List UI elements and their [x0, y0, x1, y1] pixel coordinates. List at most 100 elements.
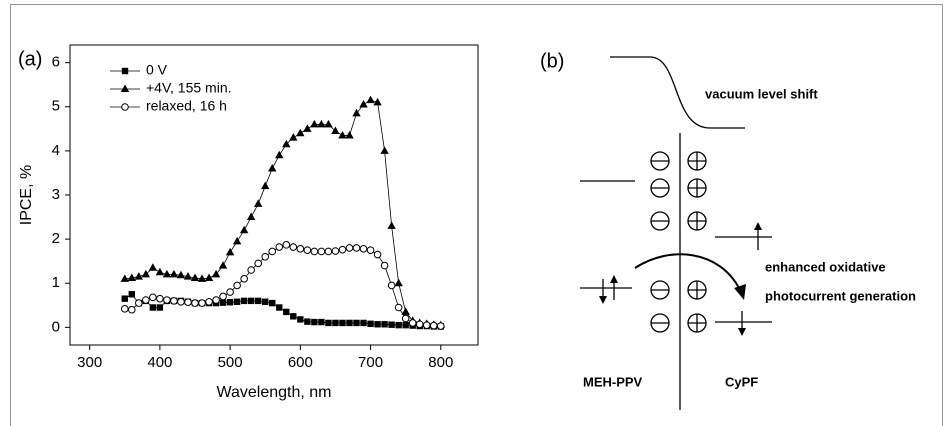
marker — [311, 318, 318, 326]
marker — [394, 278, 403, 287]
marker — [204, 273, 214, 281]
marker — [127, 273, 136, 281]
marker — [324, 119, 333, 128]
marker — [380, 146, 389, 154]
marker — [127, 305, 136, 314]
marker — [374, 321, 381, 328]
marker — [148, 263, 158, 271]
marker — [212, 296, 220, 304]
marker — [373, 250, 382, 259]
material-label: CyPF — [725, 374, 758, 389]
marker — [197, 274, 207, 282]
x-tick-label: 600 — [288, 354, 313, 371]
marker — [401, 307, 410, 315]
y-tick-label: 1 — [52, 274, 60, 291]
marker — [325, 319, 332, 327]
marker — [162, 269, 172, 278]
marker — [239, 225, 249, 234]
marker — [359, 245, 368, 253]
marker — [366, 246, 375, 254]
x-axis-label: Wavelength, nm — [216, 384, 331, 401]
marker — [296, 245, 305, 253]
marker — [198, 299, 206, 307]
marker — [142, 296, 150, 304]
marker — [436, 322, 445, 330]
marker — [156, 304, 164, 311]
marker — [395, 321, 402, 329]
marker — [296, 128, 305, 137]
marker — [218, 261, 228, 269]
marker — [332, 319, 339, 327]
marker — [283, 308, 290, 316]
marker — [402, 321, 409, 329]
marker — [261, 181, 270, 190]
y-tick-label: 4 — [52, 142, 60, 159]
marker — [422, 321, 431, 329]
marker — [282, 139, 291, 148]
marker — [338, 130, 347, 139]
marker — [401, 314, 410, 323]
y-tick-label: 5 — [52, 98, 60, 115]
marker — [176, 270, 186, 279]
marker — [149, 293, 157, 302]
marker — [317, 119, 326, 128]
process-label: enhanced oxidative — [765, 259, 886, 274]
marker — [303, 246, 312, 254]
charges — [650, 151, 707, 333]
marker — [367, 320, 374, 328]
x-tick-label: 800 — [428, 354, 453, 371]
legend-marker — [120, 84, 130, 92]
y-tick-label: 2 — [52, 230, 60, 247]
marker — [346, 319, 353, 327]
legend-label: 0 V — [146, 62, 168, 78]
vacuum-label: vacuum level shift — [705, 86, 818, 101]
marker — [289, 133, 298, 141]
marker — [268, 247, 277, 256]
marker — [324, 247, 333, 256]
marker — [121, 295, 128, 302]
marker — [282, 241, 291, 249]
marker — [262, 298, 269, 305]
marker — [303, 124, 312, 132]
marker — [253, 199, 263, 207]
marker — [184, 298, 192, 307]
marker — [381, 321, 388, 328]
marker — [275, 150, 284, 159]
y-tick-label: 3 — [52, 186, 60, 203]
legend-marker — [121, 67, 129, 75]
marker — [254, 297, 262, 305]
legend-label: relaxed, 16 h — [146, 98, 227, 114]
marker — [429, 321, 438, 330]
vacuum-level — [610, 56, 745, 129]
marker — [225, 247, 235, 256]
marker — [290, 313, 297, 320]
x-tick-label: 700 — [358, 354, 383, 371]
marker — [246, 212, 256, 221]
marker — [338, 245, 347, 254]
marker — [169, 269, 179, 278]
marker — [275, 243, 284, 251]
marker — [318, 318, 325, 326]
marker — [373, 97, 382, 106]
marker — [268, 164, 277, 172]
marker — [211, 269, 221, 278]
marker — [226, 288, 234, 296]
panel-label: (a) — [18, 48, 42, 70]
marker — [360, 319, 367, 327]
marker — [353, 319, 360, 327]
marker — [205, 297, 213, 306]
marker — [120, 305, 129, 313]
marker — [247, 297, 255, 305]
frame — [10, 4, 943, 426]
marker — [240, 275, 248, 283]
arrow-head — [754, 222, 762, 230]
legend-label: +4V, 155 min. — [146, 80, 232, 96]
marker — [345, 130, 354, 139]
marker — [408, 319, 417, 327]
marker — [163, 296, 171, 304]
marker — [276, 304, 283, 311]
x-tick-label: 400 — [147, 354, 172, 371]
arrow-head — [610, 275, 618, 283]
material-label: MEH-PPV — [583, 374, 643, 389]
marker — [415, 320, 424, 329]
